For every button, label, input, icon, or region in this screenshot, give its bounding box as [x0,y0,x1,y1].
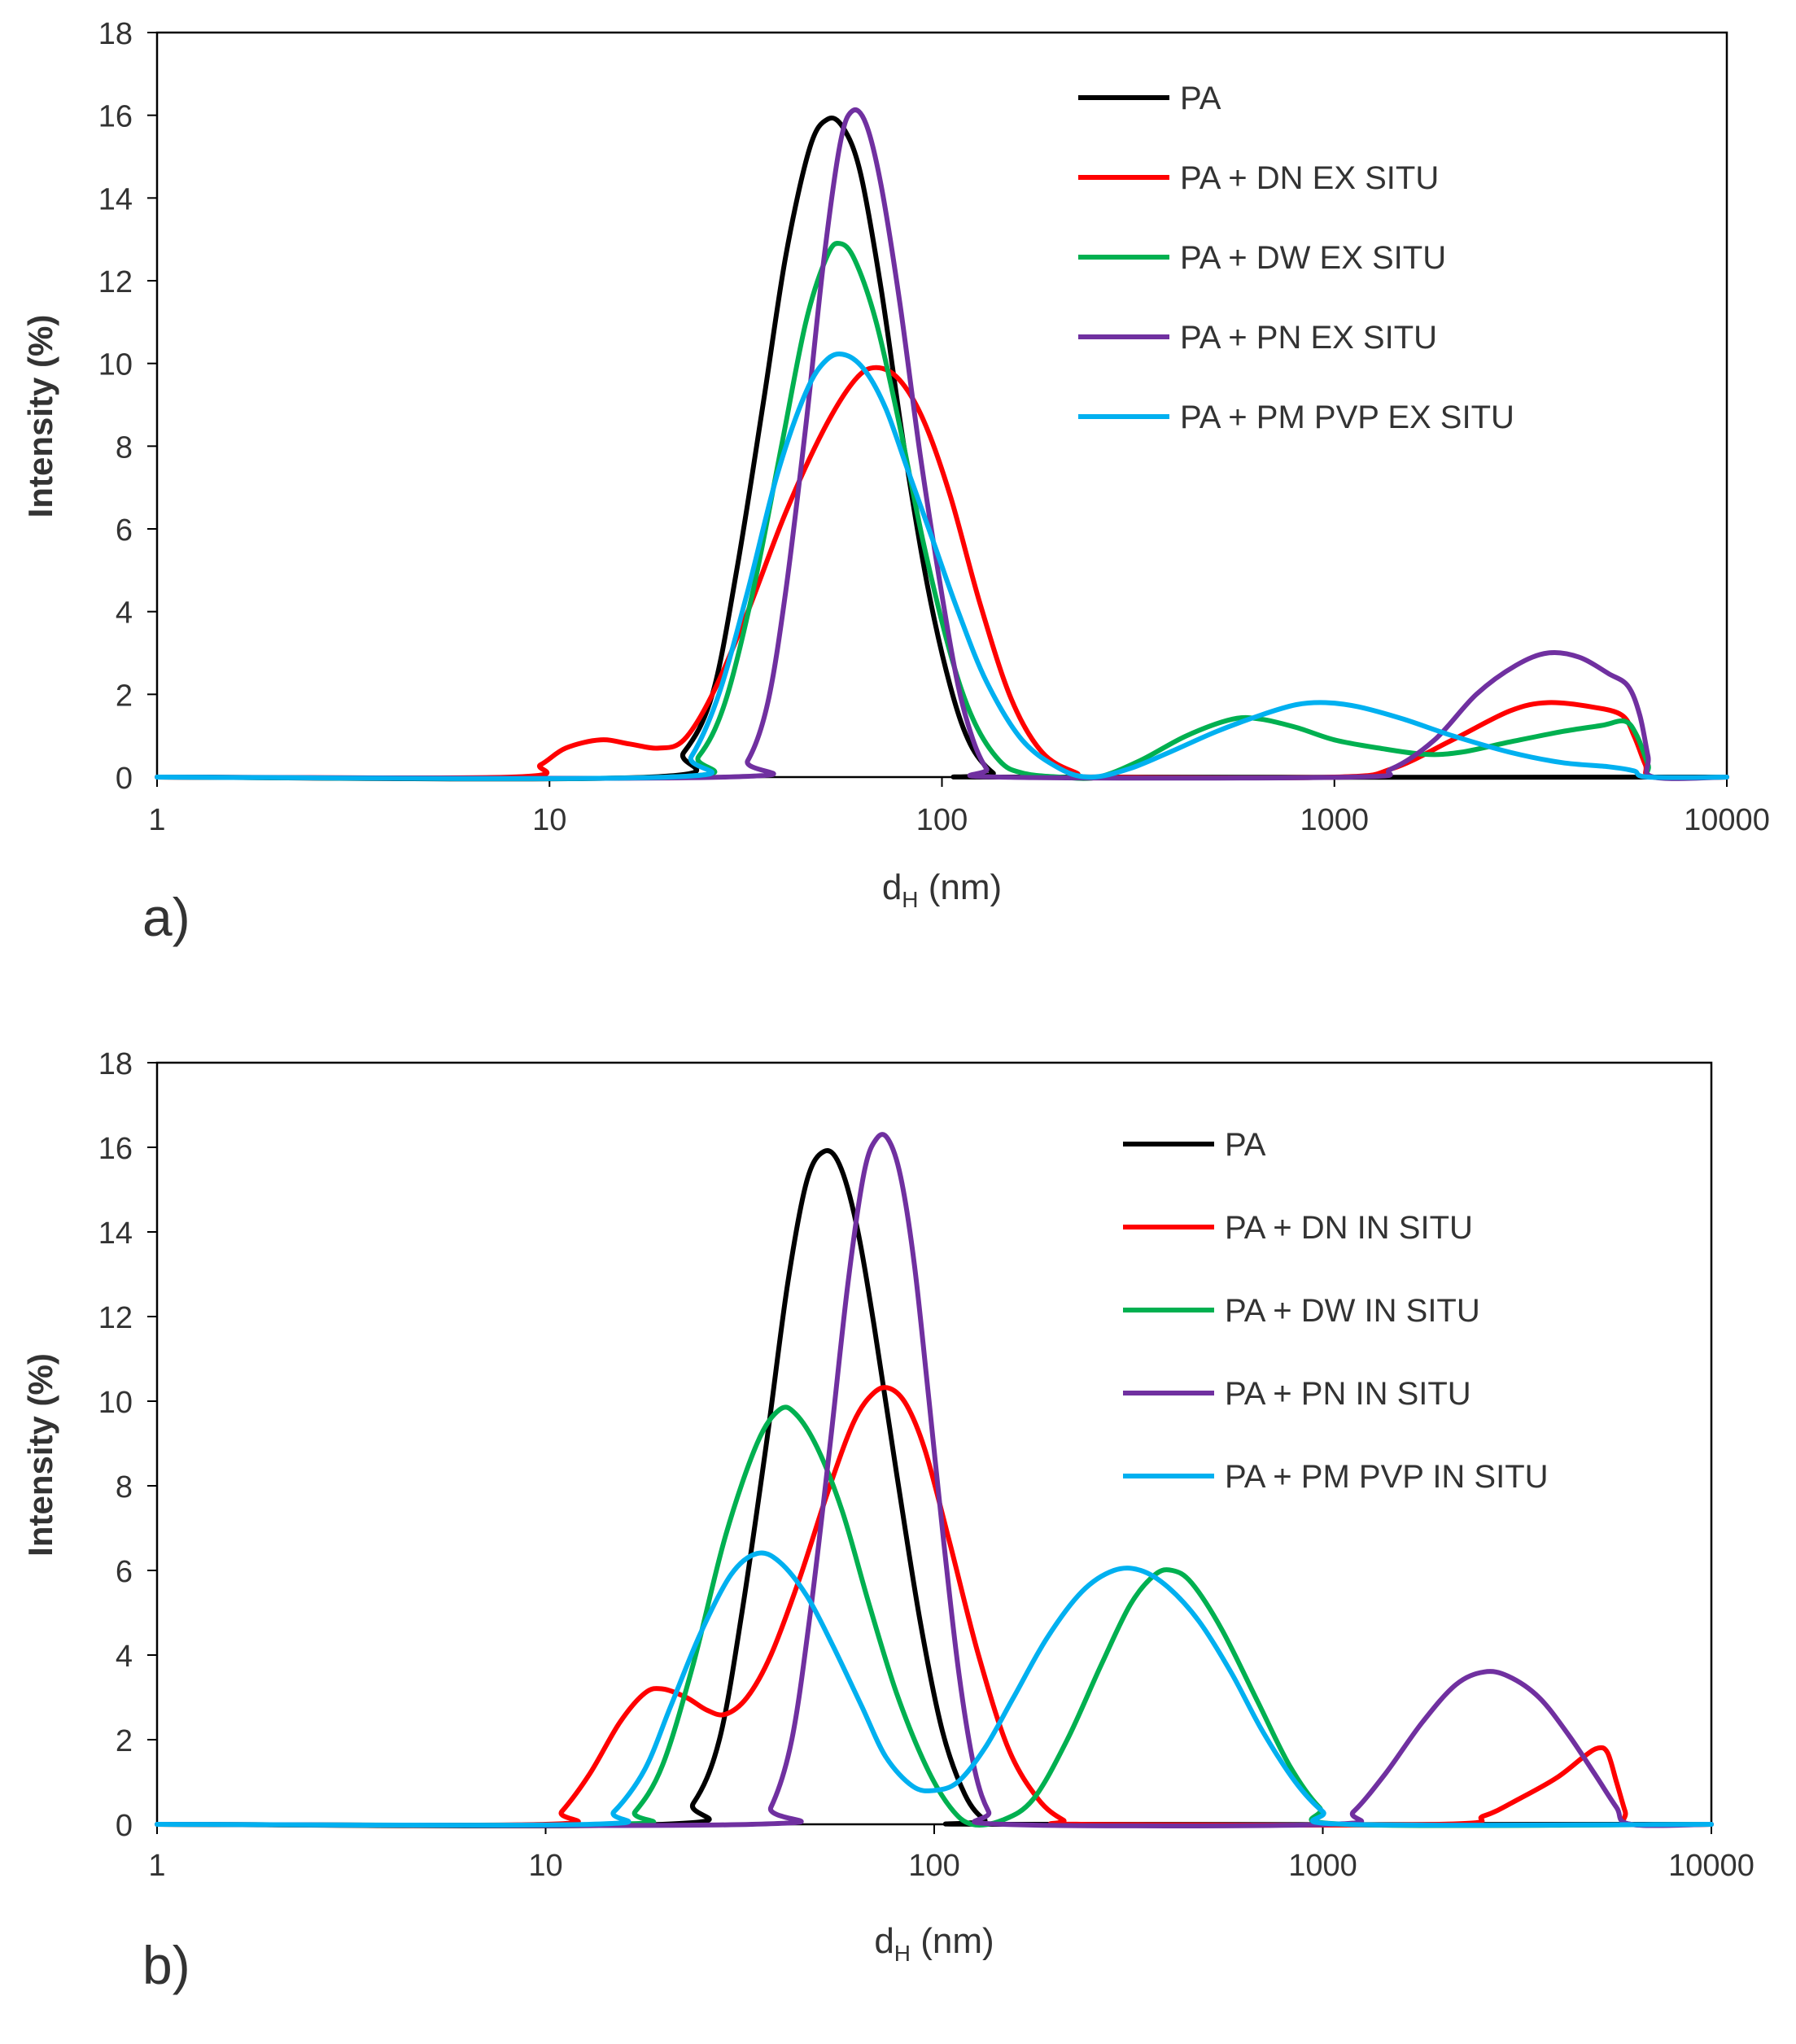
y-tick-label: 18 [98,1047,133,1081]
y-tick-label: 0 [116,1809,133,1843]
y-tick-label: 10 [98,1386,133,1420]
x-tick-label: 10 [528,1849,562,1883]
legend: PA PA + DN IN SITU PA + DW IN SITU PA + PN … [1123,1127,1549,1495]
panel-label: b) [142,1935,190,1995]
legend-label-pa-pm-pvp-ex-situ: PA + PM PVP EX SITU [1180,400,1514,435]
x-axis-label-unit: (nm) [911,1921,994,1961]
y-tick-label: 12 [98,265,133,299]
y-tick-label: 14 [98,1216,133,1251]
legend-label-pa: PA [1180,81,1221,116]
series-line-pa-dw-ex-situ [155,241,1729,781]
y-tick-label: 10 [98,348,133,382]
y-tick-label: 16 [98,1132,133,1166]
x-axis-label-main: d [874,1921,894,1961]
x-axis-label-main: d [882,867,902,907]
series-line-pa-pm-pvp-ex-situ [155,352,1729,781]
y-tick-label: 16 [98,100,133,134]
y-tick-label: 8 [116,1470,133,1505]
x-tick-label: 1 [148,803,165,837]
x-tick-label: 10000 [1668,1849,1754,1883]
y-tick-label: 8 [116,430,133,465]
series-line-pa-dn-in-situ [155,1385,1714,1828]
legend: PA PA + DN EX SITU PA + DW EX SITU PA + PN … [1078,81,1514,435]
x-axis-label-unit: (nm) [919,867,1003,907]
legend-label-pa-dw-ex-situ: PA + DW EX SITU [1180,240,1446,276]
legend-label-pa-dn-in-situ: PA + DN IN SITU [1225,1210,1473,1246]
chart-panel-b: 0 2 4 6 8 10 12 14 16 18 1 10 100 1000 10000 Intensity … [21,1047,1754,1995]
y-tick-label: 12 [98,1301,133,1335]
chart-panel-a: 0 2 4 6 8 10 12 14 16 18 1 10 100 1000 10000 Intensity … [21,17,1770,947]
series-line-pa-dn-ex-situ [155,365,1729,781]
x-tick-label: 1 [148,1849,165,1883]
x-axis-label: dH (nm) [874,1921,994,1966]
legend-label-pa-dw-in-situ: PA + DW IN SITU [1225,1293,1480,1329]
x-tick-label: 10 [532,803,566,837]
x-tick-label: 100 [916,803,968,837]
y-tick-label: 14 [98,182,133,216]
panel-label: a) [142,887,190,947]
series-line-pa-pn-ex-situ [155,107,1729,781]
y-tick-label: 18 [98,17,133,51]
legend-label-pa-pn-in-situ: PA + PN IN SITU [1225,1376,1471,1412]
legend-label-pa-pn-ex-situ: PA + PN EX SITU [1180,320,1437,356]
legend-label-pa-dn-ex-situ: PA + DN EX SITU [1180,160,1439,196]
series-line-pa-pm-pvp-in-situ [155,1550,1714,1828]
series-line-pa-pn-in-situ [155,1132,1714,1828]
y-tick-label: 4 [116,596,133,631]
y-tick-label: 6 [116,513,133,548]
y-axis-label: Intensity (%) [21,315,59,518]
y-tick-label: 6 [116,1555,133,1589]
x-axis-label-subscript: H [902,887,918,912]
x-axis-label: dH (nm) [882,867,1002,912]
y-tick-label: 2 [116,679,133,713]
y-tick-label: 4 [116,1640,133,1674]
x-tick-label: 10000 [1684,803,1770,837]
series-line-pa-dw-in-situ [155,1404,1714,1828]
x-tick-label: 1000 [1288,1849,1357,1883]
x-tick-label: 1000 [1300,803,1369,837]
y-axis-label: Intensity (%) [21,1353,59,1557]
y-tick-label: 2 [116,1724,133,1758]
legend-label-pa-pm-pvp-in-situ: PA + PM PVP IN SITU [1225,1459,1549,1495]
legend-label-pa: PA [1225,1127,1266,1163]
x-axis-label-subscript: H [894,1941,911,1966]
x-tick-label: 100 [908,1849,959,1883]
y-tick-label: 0 [116,762,133,796]
